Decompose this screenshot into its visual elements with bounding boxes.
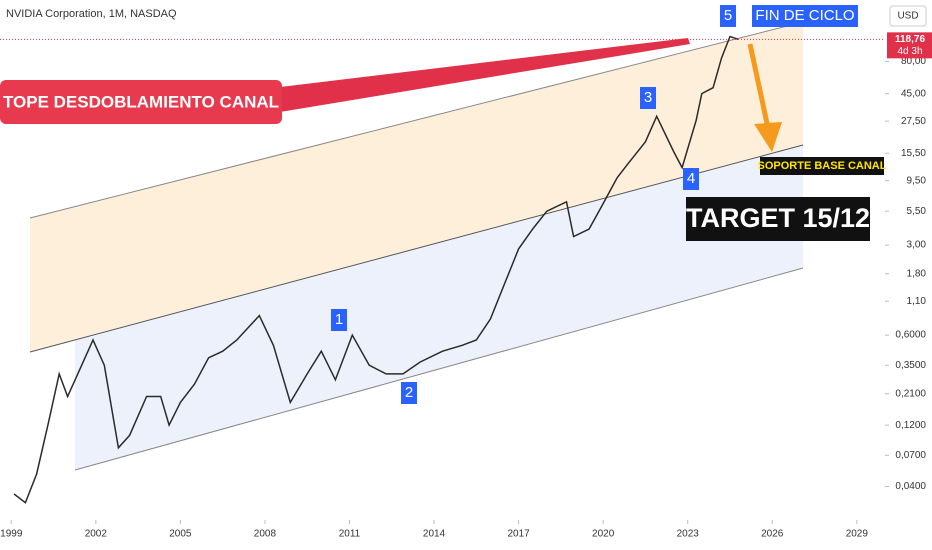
y-tick-label: 1,10: [907, 296, 927, 307]
wave-box: [720, 5, 736, 27]
plot: [0, 35, 885, 504]
label-box: [0, 80, 282, 124]
wave-box: [401, 382, 417, 404]
x-tick-label: 2017: [507, 529, 530, 540]
x-tick-label: 2008: [254, 529, 277, 540]
wave-box: [331, 309, 347, 331]
wave-box: [683, 168, 699, 190]
y-tick-label: 80,00: [901, 56, 926, 67]
x-tick-label: 2002: [85, 529, 108, 540]
label-box: [760, 157, 884, 175]
annotation: TARGET 15/12: [686, 203, 870, 233]
y-tick-label: 0,3500: [895, 360, 926, 371]
y-tick-label: 5,50: [907, 206, 927, 217]
price-line: [13, 35, 739, 504]
wave-label: 2: [405, 384, 413, 401]
y-tick-label: 0,1200: [895, 420, 926, 431]
y-tick-label: 0,2100: [895, 388, 926, 399]
x-tick-label: 2020: [592, 529, 615, 540]
x-tick-label: 2026: [761, 529, 784, 540]
x-tick-label: 1999: [0, 529, 23, 540]
price-axis: [885, 0, 932, 550]
y-tick-label: 27,50: [901, 116, 926, 127]
wave-label: 5: [724, 7, 732, 24]
y-tick-label: 9,50: [907, 175, 927, 186]
annotation: TOPE DESDOBLAMIENTO CANAL: [3, 92, 279, 111]
upper-channel: [30, 22, 803, 352]
currency: USD: [897, 11, 918, 22]
last-price: 118,76: [895, 34, 925, 45]
arrow-shaft: [747, 43, 771, 129]
x-tick-label: 2014: [423, 529, 446, 540]
y-tick-label: 45,00: [901, 88, 926, 99]
currency-box: [889, 5, 927, 27]
pointer-line: [272, 38, 690, 112]
y-tick-label: 1,80: [907, 268, 927, 279]
y-tick-label: 0,6000: [895, 330, 926, 341]
channel-bottom: [74, 267, 804, 471]
y-tick-label: 3,00: [907, 240, 927, 251]
channel-top: [29, 21, 804, 219]
x-tick-label: 2011: [339, 529, 361, 540]
label-box: [752, 5, 858, 27]
y-tick-label: 15,50: [901, 148, 926, 159]
time-axis: [0, 520, 932, 550]
wave-label: 4: [687, 170, 695, 187]
channel-mid: [29, 144, 804, 353]
y-tick-label: 0,0700: [895, 450, 926, 461]
chart-title: NVIDIA Corporation, 1M, NASDAQ: [6, 8, 177, 20]
countdown: 4d 3h: [897, 46, 922, 57]
wave-label: 3: [644, 89, 652, 106]
arrow-head: [754, 122, 782, 152]
wave-box: [640, 87, 656, 109]
lower-channel: [75, 145, 803, 470]
x-tick-label: 2005: [169, 529, 192, 540]
last-price-box: [887, 32, 932, 59]
x-tick-label: 2023: [677, 529, 700, 540]
label-box: [686, 197, 870, 241]
x-tick-label: 2029: [846, 529, 869, 540]
annotation: FIN DE CICLO: [755, 7, 854, 24]
y-tick-label: 0,0400: [895, 481, 926, 492]
annotation: SOPORTE BASE CANAL: [758, 160, 887, 172]
wave-label: 1: [335, 311, 343, 328]
